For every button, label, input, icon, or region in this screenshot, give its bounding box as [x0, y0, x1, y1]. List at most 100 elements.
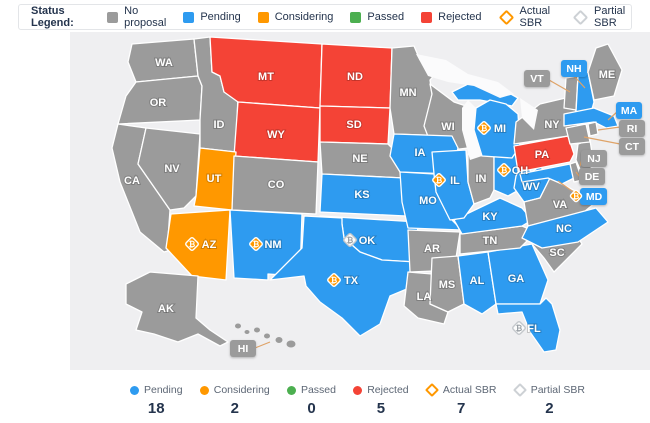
actual-sbr-icon-mi: ₿ — [477, 121, 491, 135]
state-ok-label: OK — [359, 235, 376, 247]
state-me[interactable] — [587, 43, 623, 101]
status-counts-row: Pending 18 Considering 2 Passed 0 Reject… — [130, 382, 585, 417]
state-oh-label: OH — [512, 165, 529, 177]
map-panel: WA OR CA NV ID MT WY UT CO AZ NM ND SD N… — [70, 32, 650, 370]
state-nc-label: NC — [556, 223, 572, 235]
state-ms[interactable] — [429, 255, 465, 313]
passed-swatch-icon — [350, 11, 362, 23]
lake-michigan — [462, 100, 482, 160]
state-me-label: ME — [599, 69, 616, 81]
state-nm-label: NM — [264, 239, 281, 251]
considering-dot-icon — [199, 385, 209, 395]
state-wv-label: WV — [522, 181, 540, 193]
actual-sbr-icon-md: ₿ — [569, 189, 583, 203]
state-hi[interactable] — [235, 323, 296, 348]
actual-sbr-diamond-icon — [424, 382, 439, 398]
partial-sbr-icon-ok: ₿ — [343, 233, 357, 247]
actual-sbr-icon-nm: ₿ — [249, 237, 263, 251]
svg-text:DE: DE — [585, 171, 600, 183]
callout-vt[interactable]: VT — [524, 70, 550, 87]
actual-sbr-diamond-icon — [498, 9, 514, 25]
actual-sbr-icon-oh: ₿ — [497, 163, 511, 177]
state-mi-label: MI — [494, 123, 506, 135]
svg-text:₿: ₿ — [189, 240, 196, 249]
state-sd-label: SD — [346, 119, 361, 131]
considering-count: 2 — [230, 400, 239, 417]
state-nd-label: ND — [347, 71, 363, 83]
no-proposal-swatch-icon — [107, 11, 119, 23]
svg-text:₿: ₿ — [253, 240, 260, 249]
svg-text:CT: CT — [625, 141, 640, 153]
rejected-count: 5 — [376, 400, 386, 417]
legend-item-actual-sbr: Actual SBR — [498, 5, 557, 29]
callout-nj[interactable]: NJ — [581, 150, 607, 167]
svg-text:MA: MA — [621, 105, 638, 117]
legend-item-pending: Pending — [183, 11, 241, 23]
state-ak[interactable] — [125, 271, 229, 347]
state-ut[interactable] — [193, 147, 237, 211]
state-pa-label: PA — [535, 149, 550, 161]
state-ri[interactable] — [587, 121, 599, 137]
callout-line-vt — [548, 79, 571, 93]
state-nc[interactable] — [521, 207, 609, 249]
svg-text:MD: MD — [586, 191, 603, 203]
callout-line-hi — [254, 341, 271, 349]
state-mo-label: MO — [419, 195, 437, 207]
partial-sbr-diamond-icon — [572, 9, 589, 25]
callout-hi[interactable]: HI — [230, 340, 256, 357]
state-fl[interactable] — [495, 297, 561, 353]
state-ma[interactable] — [563, 107, 619, 129]
svg-text:NH: NH — [566, 63, 581, 75]
pending-dot-icon — [130, 385, 139, 395]
state-ar-label: AR — [424, 243, 440, 255]
state-nm[interactable] — [229, 209, 303, 281]
state-co[interactable] — [231, 155, 319, 215]
state-mt-label: MT — [258, 71, 274, 83]
svg-text:₿: ₿ — [501, 166, 508, 175]
state-in-label: IN — [476, 173, 487, 185]
callout-nh[interactable]: NH — [561, 60, 587, 77]
stat-rejected: Rejected 5 — [353, 384, 409, 417]
callout-line-nh — [573, 75, 586, 89]
actual-sbr-icon-az: ₿ — [185, 237, 199, 251]
state-wy-label: WY — [267, 129, 285, 141]
state-ga[interactable] — [487, 243, 549, 305]
callout-ma[interactable]: MA — [616, 102, 642, 119]
state-ks-label: KS — [354, 189, 369, 201]
callout-ct[interactable]: CT — [619, 138, 645, 155]
lake-superior — [416, 54, 514, 98]
state-ut-label: UT — [207, 173, 222, 185]
callout-de[interactable]: DE — [579, 168, 605, 185]
state-ct[interactable] — [565, 123, 591, 145]
state-al[interactable] — [457, 251, 497, 315]
legend-item-passed: Passed — [350, 11, 404, 23]
svg-text:₿: ₿ — [331, 276, 338, 285]
pending-count: 18 — [147, 400, 165, 417]
callout-line-ma — [607, 111, 618, 121]
state-ak-label: AK — [158, 303, 174, 315]
svg-text:VT: VT — [530, 73, 544, 85]
rejected-dot-icon — [353, 385, 363, 395]
legend-item-partial-sbr: Partial SBR — [572, 5, 631, 29]
actual-sbr-count: 7 — [457, 400, 466, 417]
state-nv-label: NV — [164, 163, 180, 175]
actual-sbr-icon-tx: ₿ — [327, 273, 341, 287]
state-co-label: CO — [268, 179, 285, 191]
state-ky-label: KY — [482, 211, 498, 223]
svg-text:₿: ₿ — [516, 324, 523, 333]
state-wi-label: WI — [441, 121, 454, 133]
considering-swatch-icon — [257, 11, 269, 23]
state-ga-label: GA — [508, 273, 525, 285]
partial-sbr-icon-fl: ₿ — [512, 321, 526, 335]
svg-text:₿: ₿ — [347, 236, 354, 245]
legend-title: Status Legend: — [31, 5, 74, 29]
stat-partial-sbr: Partial SBR 2 — [512, 382, 585, 417]
state-mn-label: MN — [399, 87, 416, 99]
callout-line-ct — [583, 136, 621, 145]
state-tx[interactable] — [269, 215, 417, 337]
callout-md[interactable]: MD ₿ — [569, 188, 607, 205]
partial-sbr-diamond-icon — [512, 382, 527, 398]
state-al-label: AL — [470, 275, 485, 287]
callout-ri[interactable]: RI — [619, 120, 645, 137]
